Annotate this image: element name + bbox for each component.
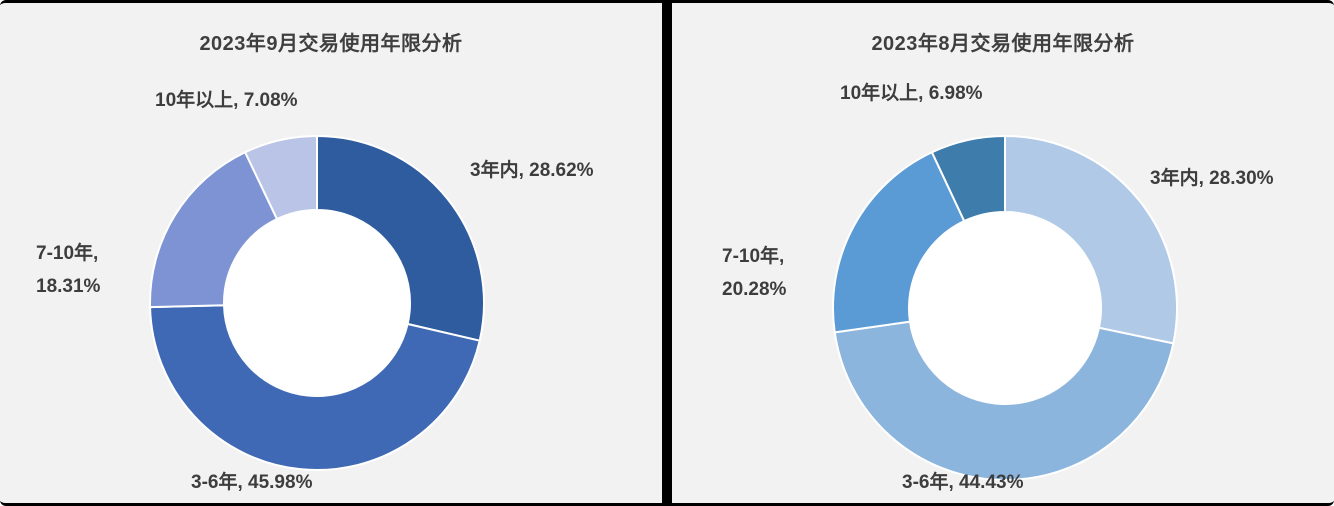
donut-segment-3-6年 xyxy=(833,320,1175,481)
label-aug-over10y: 10年以上, 6.98% xyxy=(840,83,983,104)
donut-hole xyxy=(224,210,410,396)
september-chart-panel: 2023年9月交易使用年限分析 10年以上, 7.08% 3年内, 28.62%… xyxy=(0,3,662,503)
label-sep-7to10y-line2: 18.31% xyxy=(36,276,101,297)
label-aug-7to10y-line2: 20.28% xyxy=(722,279,787,300)
label-sep-under3y: 3年内, 28.62% xyxy=(470,160,594,181)
donut-segment-10年以上 xyxy=(243,134,318,221)
panel-divider xyxy=(662,3,672,503)
label-sep-7to10y-line1: 7-10年, xyxy=(36,243,99,264)
label-aug-3to6y: 3-6年, 44.43% xyxy=(902,472,1024,493)
label-sep-3to6y: 3-6年, 45.98% xyxy=(191,472,313,493)
august-chart-title: 2023年8月交易使用年限分析 xyxy=(871,33,1135,55)
donut-segment-3-6年 xyxy=(149,304,481,471)
donut-segment-7-10年 xyxy=(832,150,966,334)
september-donut-chart xyxy=(149,134,485,471)
august-chart-panel: 2023年8月交易使用年限分析 10年以上, 6.98% 3年内, 28.30%… xyxy=(672,3,1334,503)
september-chart-title: 2023年9月交易使用年限分析 xyxy=(199,33,463,55)
label-aug-7to10y-line1: 7-10年, xyxy=(722,246,785,267)
donut-segment-10年以上 xyxy=(930,134,1006,223)
donut-segment-3年内 xyxy=(1004,134,1178,345)
august-donut-chart xyxy=(832,134,1178,481)
label-sep-over10y: 10年以上, 7.08% xyxy=(155,90,298,111)
label-aug-under3y: 3年内, 28.30% xyxy=(1150,168,1274,189)
donut-segment-3年内 xyxy=(316,134,485,342)
donut-hole xyxy=(909,212,1101,404)
